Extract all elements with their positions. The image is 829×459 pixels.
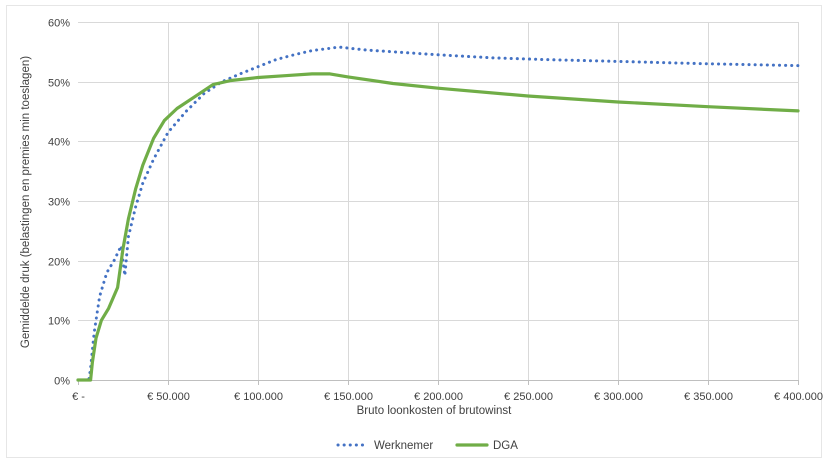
y-tick-label: 20% xyxy=(48,257,70,269)
x-tick-label: € 100.000 xyxy=(234,391,283,403)
x-tick-label: € 200.000 xyxy=(414,391,463,403)
y-tick-label: 60% xyxy=(48,18,70,30)
tick-labels: 0% 10% 20% 30% 40% 50% 60% € - € 50.000 € 100.000… xyxy=(48,18,823,404)
x-tick-label: € 50.000 xyxy=(147,391,190,403)
x-tick-label: € 250.000 xyxy=(504,391,553,403)
legend: Werknemer DGA xyxy=(336,440,518,452)
y-tick-label: 50% xyxy=(48,78,70,90)
series-lines xyxy=(76,45,800,382)
legend-label-dga: DGA xyxy=(493,440,518,452)
x-tick-label: € 300.000 xyxy=(594,391,643,403)
y-tick-label: 30% xyxy=(48,197,70,209)
x-axis-title: Bruto loonkosten of brutowinst xyxy=(357,405,513,417)
x-tick-label: € 350.000 xyxy=(684,391,733,403)
y-axis-title: Gemiddelde druk (belastingen en premies … xyxy=(20,56,32,348)
series-line-werknemer xyxy=(76,45,800,382)
x-tick-label: € - xyxy=(72,391,85,403)
x-tick-label: € 150.000 xyxy=(324,391,373,403)
axes xyxy=(78,380,799,385)
y-tick-label: 0% xyxy=(54,376,70,388)
x-tick-label: € 400.000 xyxy=(774,391,823,403)
gridlines xyxy=(78,22,799,380)
legend-label-werknemer: Werknemer xyxy=(374,440,433,452)
y-tick-label: 40% xyxy=(48,137,70,149)
chart-frame xyxy=(6,5,822,458)
series-line-dga xyxy=(76,72,800,382)
y-tick-label: 10% xyxy=(48,316,70,328)
